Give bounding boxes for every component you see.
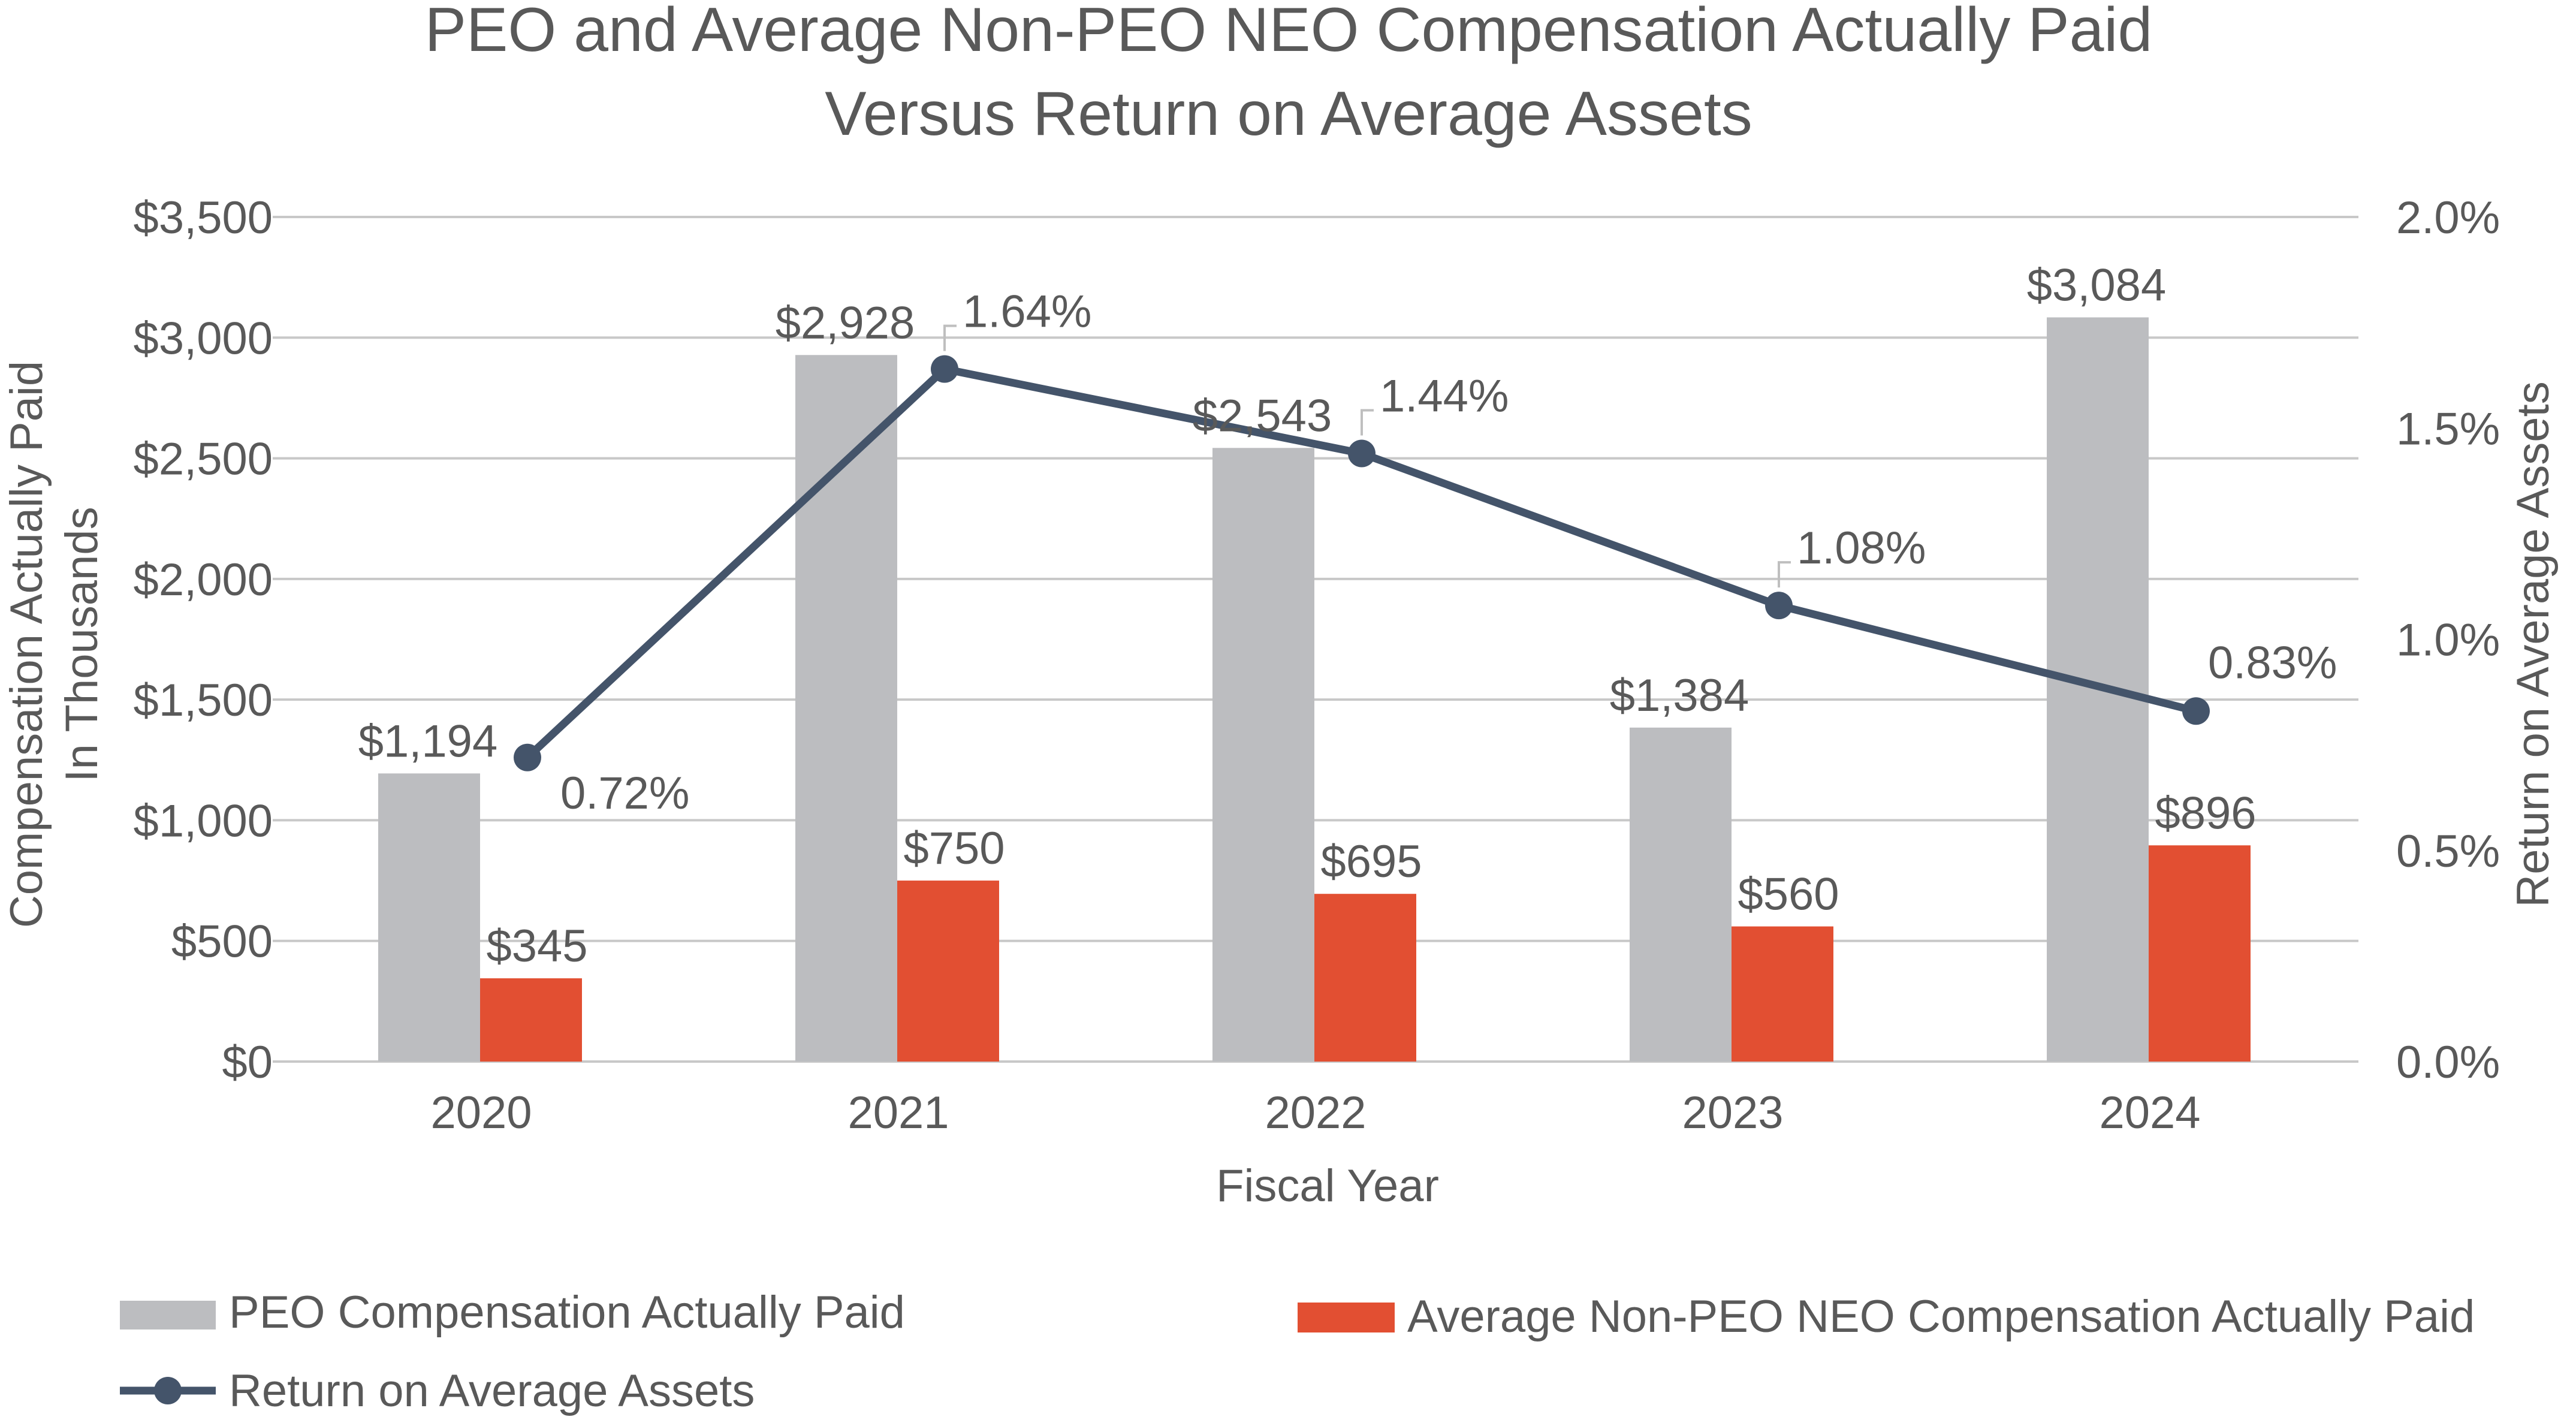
y-tick-label-left: $3,000 <box>134 313 273 364</box>
x-tick-label: 2024 <box>2099 1087 2200 1138</box>
roaa-leader-line <box>943 324 957 351</box>
y-axis-title-left: Compensation Actually Paid In Thousands <box>1 361 107 928</box>
y-tick-label-left: $500 <box>171 916 273 967</box>
y-tick-label-left: $3,500 <box>134 192 273 243</box>
y-axis-title-left-line: Compensation Actually Paid <box>1 361 52 928</box>
x-axis-title: Fiscal Year <box>1216 1160 1439 1211</box>
roaa-label: 1.64% <box>963 287 1092 337</box>
roaa-marker <box>1765 592 1793 620</box>
chart-title-line: PEO and Average Non-PEO NEO Compensation… <box>425 0 2153 65</box>
peo-bar <box>795 355 897 1062</box>
y-tick-label-right: 2.0% <box>2396 192 2500 243</box>
x-tick-label: 2021 <box>847 1087 949 1138</box>
peo-bar-label: $3,084 <box>2027 260 2166 310</box>
legend-peo-label: PEO Compensation Actually Paid <box>229 1287 905 1338</box>
y-tick-label-right: 0.5% <box>2396 826 2500 877</box>
legend-roaa-marker <box>154 1377 182 1404</box>
roaa-label: 0.72% <box>560 768 690 819</box>
y-tick-label-left: $0 <box>222 1037 273 1088</box>
x-tick-label: 2020 <box>430 1087 532 1138</box>
roaa-marker <box>1348 439 1376 468</box>
roaa-marker <box>514 743 541 771</box>
y-tick-label-left: $2,000 <box>134 554 273 605</box>
roaa-leader-line <box>1361 409 1374 436</box>
roaa-label: 1.44% <box>1380 371 1509 422</box>
legend-non-peo-label: Average Non-PEO NEO Compensation Actuall… <box>1407 1291 2475 1342</box>
peo-bar-label: $2,543 <box>1193 390 1332 441</box>
non-peo-bar <box>2149 845 2251 1062</box>
y-tick-label-left: $1,500 <box>134 675 273 726</box>
roaa-label: 0.83% <box>2208 637 2337 688</box>
y-tick-label-right: 0.0% <box>2396 1037 2500 1088</box>
non-peo-bar-label: $896 <box>2155 788 2256 839</box>
legend-roaa-label: Return on Average Assets <box>229 1365 755 1416</box>
y-tick-label-right: 1.5% <box>2396 403 2500 454</box>
roaa-marker <box>2182 697 2210 725</box>
non-peo-bar <box>480 978 582 1062</box>
y-tick-label-right: 1.0% <box>2396 615 2500 666</box>
non-peo-bar <box>897 881 999 1062</box>
legend-peo-swatch <box>120 1301 216 1329</box>
non-peo-bar <box>1732 926 1833 1062</box>
peo-bar <box>1212 448 1314 1062</box>
chart-title-line: Versus Return on Average Assets <box>825 79 1752 149</box>
y-tick-label-left: $2,500 <box>134 434 273 485</box>
non-peo-bar-label: $560 <box>1738 869 1839 920</box>
x-tick-label: 2022 <box>1265 1087 1366 1138</box>
roaa-leader-line <box>1778 561 1791 588</box>
peo-bar-label: $2,928 <box>776 297 915 348</box>
y-axis-title-right: Return on Average Assets <box>2508 381 2559 907</box>
y-axis-title-left-line: In Thousands <box>56 507 107 782</box>
non-peo-bar-label: $695 <box>1320 836 1422 887</box>
roaa-marker <box>931 355 958 383</box>
peo-bar <box>1630 727 1732 1062</box>
legend-non-peo-swatch <box>1298 1303 1395 1332</box>
peo-bar-label: $1,194 <box>358 716 497 767</box>
non-peo-bar-label: $750 <box>903 823 1005 874</box>
peo-bar <box>378 773 480 1062</box>
x-tick-label: 2023 <box>1682 1087 1783 1138</box>
non-peo-bar-label: $345 <box>486 921 587 972</box>
roaa-label: 1.08% <box>1797 523 1926 574</box>
y-tick-label-left: $1,000 <box>134 795 273 846</box>
peo-bar-label: $1,384 <box>1610 670 1749 721</box>
non-peo-bar <box>1314 894 1416 1062</box>
